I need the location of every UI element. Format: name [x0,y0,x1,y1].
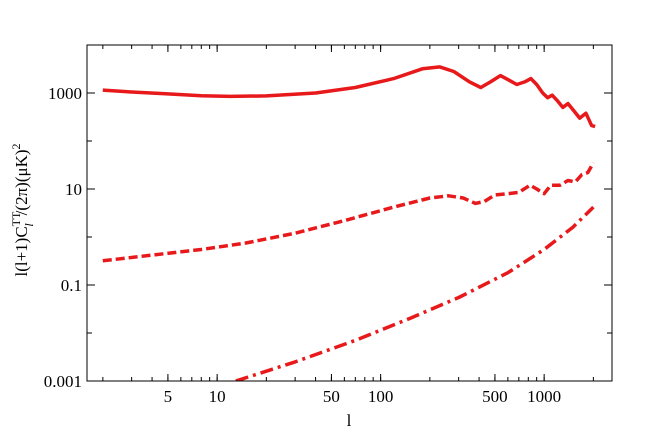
x-tick-label: 500 [482,387,508,406]
y-tick-label: 1000 [48,84,82,103]
y-axis-title-tail-sup: 2 [9,143,23,149]
x-tick-label: 1000 [527,387,561,406]
x-tick-label: 100 [368,387,394,406]
x-tick-label: 10 [209,387,226,406]
y-axis-title-sup: TT [9,211,23,226]
y-axis-title-sub: l [22,223,36,227]
x-axis-title: l [347,411,352,430]
series-line-dashed [102,162,595,263]
y-axis-title-tail: /(2π)(μK) [12,149,31,215]
axis-ticks: 5 10 50 100 500 1000 0.001 0.1 10 1000 [44,44,612,406]
y-tick-label: 0.001 [44,372,82,391]
plot-frame [86,44,613,382]
series-line-dashdot [235,205,595,381]
x-tick-label: 50 [323,387,340,406]
series-line-solid [102,65,596,129]
x-tick-label: 5 [164,387,173,406]
y-tick-label: 10 [65,180,82,199]
y-tick-label: 0.1 [61,276,82,295]
y-axis-title: l(l+1)CTTl /(2π)(μK)2 [9,143,36,276]
y-axis-title-main: l(l+1)C [12,226,31,276]
